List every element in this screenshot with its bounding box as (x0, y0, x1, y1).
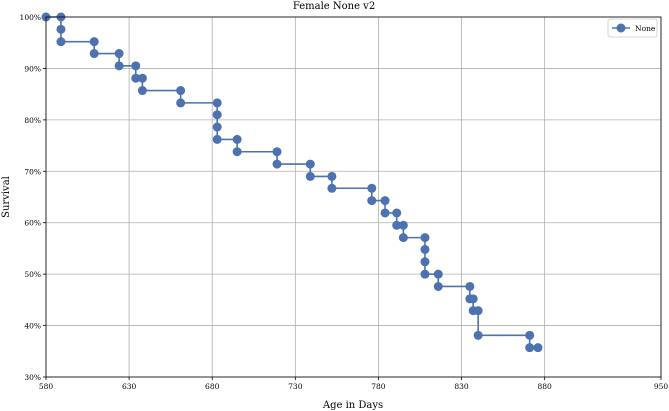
x-tick-label: 780 (371, 382, 386, 391)
data-point (473, 306, 483, 316)
data-point (327, 171, 337, 181)
data-point (433, 281, 443, 291)
data-point (420, 244, 430, 254)
data-point (272, 159, 282, 169)
data-point (525, 343, 535, 353)
data-point (420, 233, 430, 243)
data-point (137, 86, 147, 96)
data-point (131, 61, 141, 71)
chart-title: Female None v2 (293, 1, 375, 12)
data-point (380, 196, 390, 206)
data-point (420, 269, 430, 279)
data-point (212, 110, 222, 120)
x-tick-label: 680 (205, 382, 220, 391)
legend: None (607, 18, 658, 38)
data-point (56, 24, 66, 34)
y-axis-label: Survival (1, 176, 12, 218)
data-point (212, 98, 222, 108)
y-tick-label: 30% (24, 373, 41, 382)
legend-marker (616, 23, 626, 33)
x-tick-label: 830 (454, 382, 469, 391)
plot-frame (45, 16, 662, 378)
y-tick-label: 50% (24, 270, 41, 279)
data-point (367, 183, 377, 193)
data-point (398, 233, 408, 243)
data-point (137, 73, 147, 83)
legend-box (607, 18, 658, 38)
x-tick-label: 950 (654, 382, 669, 391)
data-point (525, 330, 535, 340)
data-point (89, 37, 99, 47)
data-point (114, 61, 124, 71)
data-point (392, 220, 402, 230)
grid (45, 16, 662, 378)
data-point (392, 208, 402, 218)
y-tick-label: 40% (24, 322, 41, 331)
x-tick-label: 630 (122, 382, 137, 391)
data-point (398, 220, 408, 230)
data-point (305, 159, 315, 169)
data-point (212, 122, 222, 132)
y-tick-label: 100% (20, 13, 41, 22)
legend-label-none: None (635, 24, 656, 33)
y-tick-label: 90% (24, 64, 41, 73)
data-point (176, 86, 186, 96)
data-point (232, 134, 242, 144)
data-point (367, 196, 377, 206)
series-none (41, 12, 543, 353)
data-point (272, 147, 282, 157)
data-point (465, 281, 475, 291)
y-tick-label: 70% (24, 167, 41, 176)
y-tick-label: 60% (24, 219, 41, 228)
data-point (305, 171, 315, 181)
data-point (89, 49, 99, 59)
data-point (468, 294, 478, 304)
data-point (232, 147, 242, 157)
data-point (114, 49, 124, 59)
data-point (533, 343, 543, 353)
data-point (380, 208, 390, 218)
axis-ticks: 580 630 680 730 780 830 880 950 30% 40% 50% 60% 70% 8… (20, 13, 669, 391)
x-tick-label: 730 (288, 382, 303, 391)
data-point (433, 269, 443, 279)
data-point (473, 330, 483, 340)
x-axis-label: Age in Days (322, 400, 383, 411)
x-tick-label: 880 (537, 382, 552, 391)
data-point (212, 134, 222, 144)
data-point (420, 257, 430, 267)
x-tick-label: 580 (39, 382, 54, 391)
y-tick-label: 80% (24, 116, 41, 125)
data-point (56, 37, 66, 47)
data-point (327, 183, 337, 193)
data-point (176, 98, 186, 108)
data-point (131, 73, 141, 83)
